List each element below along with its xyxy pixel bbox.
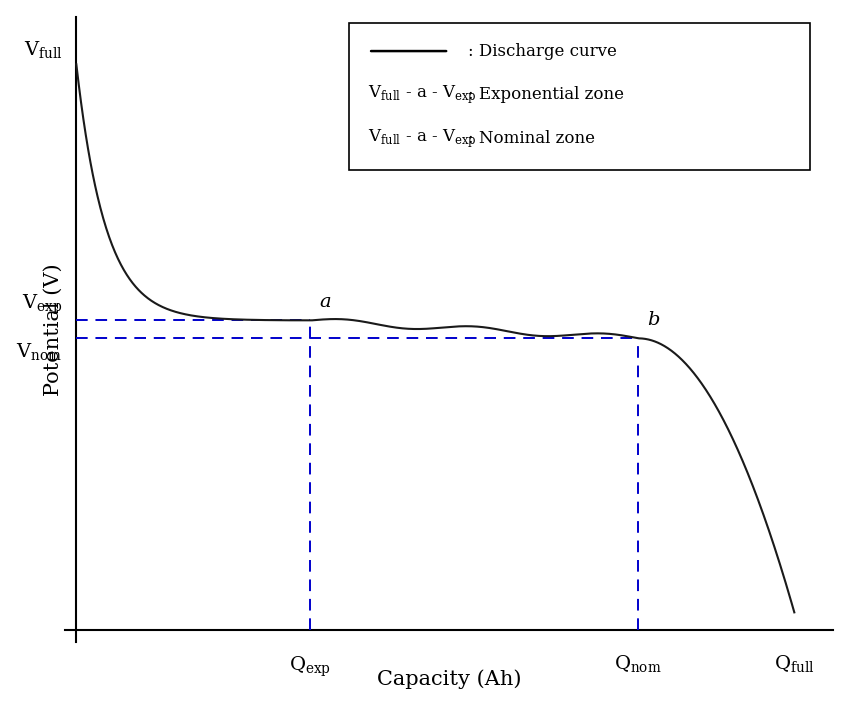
Text: V$_{\mathregular{full}}$ - a - V$_{\mathregular{exp}}$: V$_{\mathregular{full}}$ - a - V$_{\math… (368, 83, 477, 106)
X-axis label: Capacity (Ah): Capacity (Ah) (377, 669, 521, 689)
Text: a: a (320, 293, 332, 311)
Text: b: b (648, 311, 660, 329)
Y-axis label: Potential (V): Potential (V) (43, 263, 62, 396)
Text: : Exponential zone: : Exponential zone (468, 86, 624, 103)
Text: V$_{\mathregular{exp}}$: V$_{\mathregular{exp}}$ (22, 293, 62, 317)
Bar (349, 23, 810, 170)
Text: Q$_{\mathregular{exp}}$: Q$_{\mathregular{exp}}$ (289, 654, 332, 679)
Text: V$_{\mathregular{full}}$ - a - V$_{\mathregular{exp}}$: V$_{\mathregular{full}}$ - a - V$_{\math… (368, 127, 477, 150)
Text: Q$_{\mathregular{full}}$: Q$_{\mathregular{full}}$ (774, 654, 814, 675)
Text: : Discharge curve: : Discharge curve (468, 42, 617, 59)
Text: Q$_{\mathregular{nom}}$: Q$_{\mathregular{nom}}$ (615, 654, 662, 675)
Text: : Nominal zone: : Nominal zone (468, 130, 595, 147)
Text: V$_{\mathregular{nom}}$: V$_{\mathregular{nom}}$ (16, 341, 62, 363)
Text: V$_{\mathregular{full}}$: V$_{\mathregular{full}}$ (24, 40, 62, 62)
